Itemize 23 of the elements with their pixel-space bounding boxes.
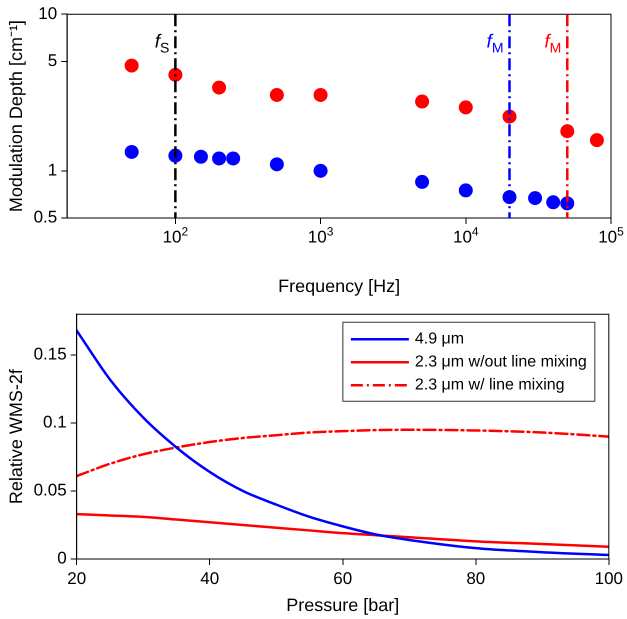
x-tick-label: 60 xyxy=(333,568,352,588)
y-tick-label: 0.05 xyxy=(34,480,67,500)
line-series xyxy=(76,329,609,556)
y-tick-label: 0.5 xyxy=(34,208,58,227)
y-tick-label: 0 xyxy=(57,548,67,568)
y-tick-label: 1 xyxy=(48,160,58,180)
y-axis-title: Modulation Depth [cm⁻¹] xyxy=(6,20,26,212)
line-series xyxy=(76,428,609,478)
y-tick-label: 0.1 xyxy=(43,412,67,432)
x-tick-label: 20 xyxy=(67,568,86,588)
y-axis-title: Relative WMS-2f xyxy=(6,368,26,504)
line-series xyxy=(76,512,609,548)
x-axis-title: Frequency [Hz] xyxy=(278,276,400,296)
x-axis-title: Pressure [bar] xyxy=(286,595,400,616)
y-tick-label: 0.15 xyxy=(34,344,67,364)
y-tick-label: 5 xyxy=(48,51,58,70)
legend-label: 4.9 μm xyxy=(414,330,464,348)
x-tick-label: 40 xyxy=(200,568,220,588)
legend-label: 2.3 μm w/out line mixing xyxy=(414,354,587,371)
x-tick-label: 80 xyxy=(466,568,486,588)
y-tick-label: 10 xyxy=(38,4,58,23)
x-tick-label: 100 xyxy=(594,568,624,588)
legend-label: 2.3 μm w/ line mixing xyxy=(414,376,565,394)
